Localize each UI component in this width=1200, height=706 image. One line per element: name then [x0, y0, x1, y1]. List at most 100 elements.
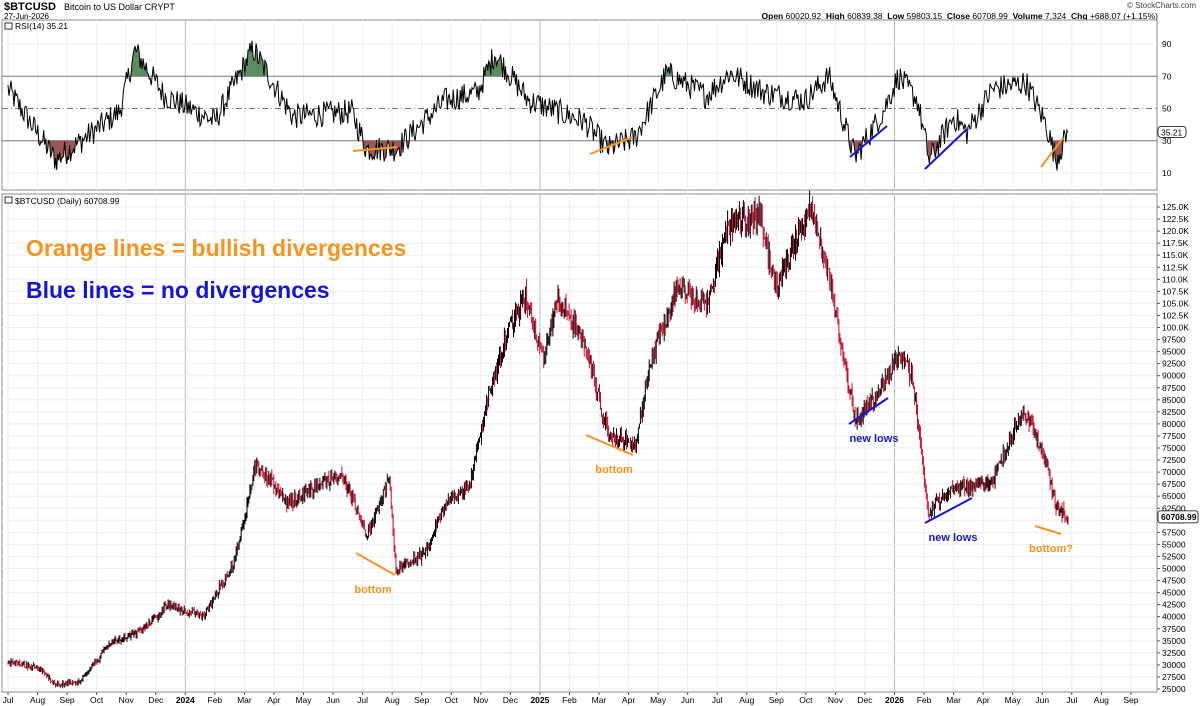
x-tick-label: Nov [828, 695, 844, 705]
price-y-tick-label: 45000 [1162, 588, 1186, 598]
x-tick-label: Dec [857, 695, 873, 705]
volume-label: Volume [1012, 11, 1043, 21]
rsi-divergence-line [589, 136, 634, 155]
x-tick-label: Sep [60, 695, 75, 705]
x-tick-label: 2024 [176, 695, 195, 705]
price-annotation-label: new lows [850, 433, 899, 445]
x-tick-label: Oct [799, 695, 813, 705]
rsi-series [7, 40, 1069, 171]
price-y-tick-label: 25000 [1162, 684, 1186, 694]
rsi-oversold-fill [927, 140, 939, 164]
chart-date: 27-Jun-2026 [4, 12, 49, 21]
rsi-line [7, 40, 1069, 171]
price-y-tick-label: 80000 [1162, 419, 1186, 429]
x-tick-label: Aug [1094, 695, 1109, 705]
x-tick-label: Oct [90, 695, 104, 705]
close-label: Close [946, 11, 970, 21]
x-tick-label: May [295, 695, 312, 705]
x-tick-label: Oct [445, 695, 459, 705]
price-y-axis: 125.0K 122.5K 120.0K 117.5K 115.0K 112.5K 110.… [2, 202, 1189, 694]
x-tick-label: Nov [473, 695, 489, 705]
rsi-no-divergence-line [924, 128, 968, 170]
x-tick-label: Jul [3, 695, 14, 705]
low-value: 59803.15 [906, 11, 943, 21]
price-y-tick-label: 95000 [1162, 347, 1186, 357]
symbol-description: Bitcoin to US Dollar CRYPT [64, 2, 175, 12]
rsi-panel-frame [1, 19, 1158, 191]
price-y-tick-label: 50000 [1162, 564, 1186, 574]
price-annotation-label: bottom? [1029, 543, 1073, 555]
x-tick-label: Dec [503, 695, 519, 705]
price-y-tick-label: 72500 [1162, 455, 1186, 465]
price-y-tick-label: 115.0K [1162, 250, 1189, 260]
price-annotation-label: bottom [354, 584, 391, 596]
price-y-tick-label: 35000 [1162, 636, 1186, 646]
price-y-tick-label: 42500 [1162, 600, 1186, 610]
price-divergence-line [1034, 525, 1062, 535]
low-label: Low [887, 11, 905, 21]
rsi-divergence-line [352, 146, 398, 152]
x-tick-label: Feb [208, 695, 223, 705]
price-y-tick-label: 92500 [1162, 359, 1186, 369]
rsi-y-tick-label: 30 [1162, 136, 1172, 146]
price-y-tick-label: 27500 [1162, 672, 1186, 682]
x-tick-label: Jun [1035, 695, 1049, 705]
open-label: Open [761, 11, 784, 21]
x-tick-label: 2026 [885, 695, 904, 705]
rsi-oversold-fill [389, 140, 401, 162]
x-tick-label: Aug [739, 695, 754, 705]
price-y-tick-label: 97500 [1162, 335, 1186, 345]
x-tick-label: 2025 [530, 695, 549, 705]
price-y-tick-label: 52500 [1162, 551, 1186, 561]
ohlc-readout: Open 60020.92 High 60839.38 Low 59803.15… [762, 11, 1158, 21]
x-tick-label: Aug [385, 695, 400, 705]
rsi-divergence-line [1040, 137, 1064, 168]
price-y-tick-label: 55000 [1162, 539, 1186, 549]
price-annotation-label: bottom [595, 464, 632, 476]
last-price-tag [1157, 510, 1199, 524]
x-tick-label: Feb [917, 695, 932, 705]
price-legend-label: $BTCUSD (Daily) 60708.99 [15, 196, 120, 206]
last-price-tag-label: 60708.99 [1161, 512, 1197, 522]
price-y-tick-label: 82500 [1162, 407, 1186, 417]
rsi-legend: RSI(14) 35.21 35.21 [4, 21, 1187, 138]
price-no-divergence-line [924, 497, 973, 524]
volume-value: 7,324 [1045, 11, 1067, 21]
price-y-tick-label: 47500 [1162, 576, 1186, 586]
price-divergence-line [355, 552, 396, 576]
x-tick-label: Aug [30, 695, 45, 705]
x-tick-label: Jun [326, 695, 340, 705]
price-y-tick-label: 112.5K [1162, 262, 1189, 272]
price-y-tick-label: 105.0K [1162, 298, 1189, 308]
x-tick-label: Mar [946, 695, 961, 705]
price-y-tick-label: 117.5K [1162, 238, 1189, 248]
x-tick-label: Feb [562, 695, 577, 705]
x-tick-label: Apr [622, 695, 635, 705]
rsi-value-tag [1157, 125, 1187, 138]
price-legend: $BTCUSD (Daily) 60708.99 60708.99 [4, 196, 1199, 524]
x-tick-label: Sep [1123, 695, 1138, 705]
price-y-tick-label: 37500 [1162, 624, 1186, 634]
price-divergence-line [585, 434, 634, 456]
brand-watermark: © StockCharts.com [1126, 1, 1196, 10]
price-y-tick-label: 102.5K [1162, 310, 1189, 320]
rsi-y-tick-label: 70 [1162, 71, 1172, 81]
x-axis: Jul Aug Sep Oct Nov Dec 2024 Feb Mar Apr May Jun Jul… [3, 20, 1139, 705]
price-y-tick-label: 62500 [1162, 503, 1186, 513]
chart-header: $BTCUSD Bitcoin to US Dollar CRYPT 27-Ju… [0, 0, 1200, 21]
price-y-tick-label: 90000 [1162, 371, 1186, 381]
price-y-tick-label: 40000 [1162, 612, 1186, 622]
rsi-legend-icon [4, 22, 13, 30]
x-tick-label: Sep [769, 695, 784, 705]
price-y-tick-label: 107.5K [1162, 286, 1189, 296]
x-tick-label: Jul [712, 695, 723, 705]
price-y-tick-label: 32500 [1162, 648, 1186, 658]
x-tick-label: Jun [681, 695, 695, 705]
x-tick-label: Apr [267, 695, 280, 705]
x-tick-label: Jul [1066, 695, 1077, 705]
price-y-tick-label: 30000 [1162, 660, 1186, 670]
price-no-divergence-line [848, 397, 889, 425]
x-tick-label: Dec [148, 695, 164, 705]
rsi-y-tick-label: 90 [1162, 39, 1172, 49]
